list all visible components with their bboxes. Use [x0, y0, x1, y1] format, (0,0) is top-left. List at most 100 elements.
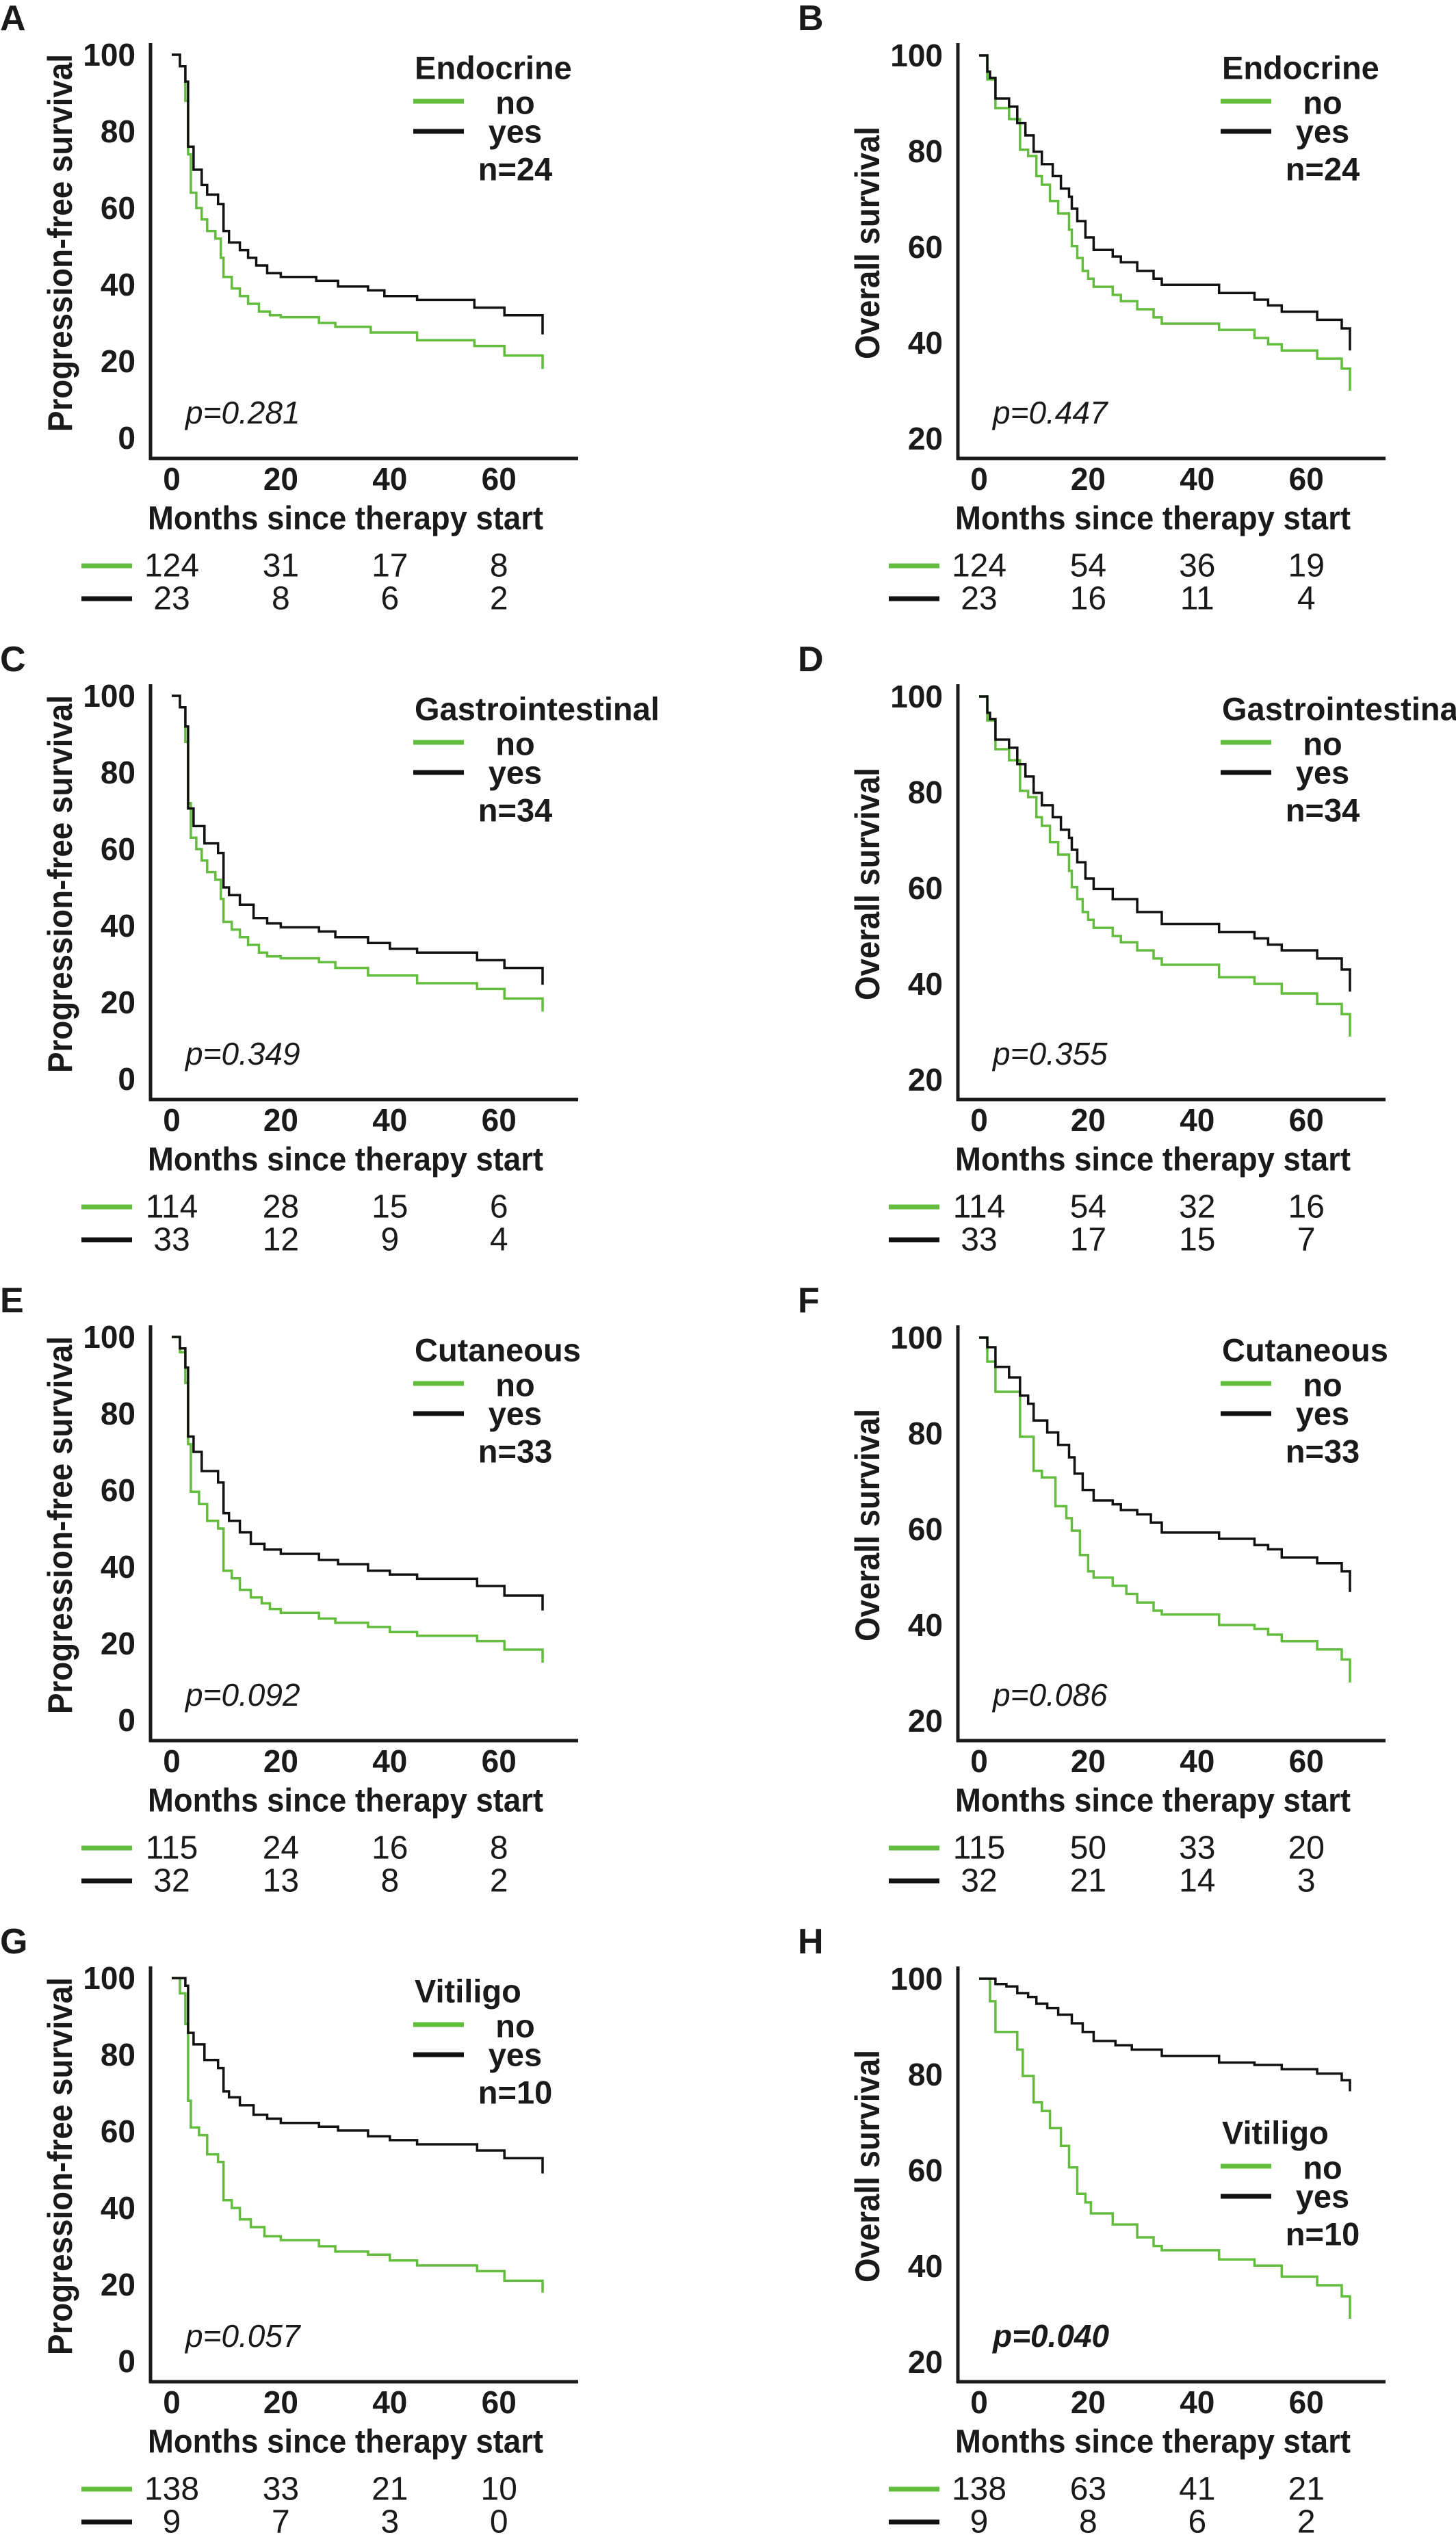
legend-label-yes: yes — [1296, 2179, 1349, 2215]
legend-label-yes: yes — [1296, 1396, 1349, 1432]
p-value: p=0.057 — [184, 2318, 301, 2354]
at-risk-count-yes: 6 — [1188, 2504, 1206, 2535]
legend-title: Gastrointestinal — [415, 691, 660, 727]
legend-label-no: no — [1303, 2150, 1342, 2186]
legend-label-yes: yes — [489, 114, 542, 150]
y-tick-label: 100 — [890, 1961, 943, 1997]
at-risk-count-no: 16 — [372, 1830, 408, 1867]
legend-title: Cutaneous — [1222, 1332, 1388, 1368]
at-risk-count-yes: 3 — [1297, 1863, 1316, 1899]
legend-label-yes: yes — [489, 1396, 542, 1432]
x-axis-label: Months since therapy start — [955, 1783, 1351, 1819]
x-tick-label: 60 — [482, 1743, 517, 1779]
x-tick-label: 20 — [263, 1743, 298, 1779]
at-risk-count-no: 21 — [372, 2471, 408, 2508]
at-risk-count-yes: 3 — [380, 2504, 399, 2535]
x-tick-label: 20 — [1071, 2384, 1106, 2420]
panel-b: B 20 40 60 80 100 0 20 40 60 Months since therapy … — [798, 0, 1386, 617]
y-tick-label: 60 — [101, 2114, 135, 2149]
at-risk-count-yes: 4 — [490, 1222, 508, 1258]
y-tick-label: 60 — [908, 229, 943, 265]
at-risk-count-yes: 9 — [970, 2504, 989, 2535]
at-risk-count-no: 33 — [1179, 1830, 1215, 1867]
at-risk-count-yes: 2 — [490, 1863, 508, 1899]
y-tick-label: 40 — [101, 2190, 135, 2226]
at-risk-count-yes: 9 — [163, 2504, 181, 2535]
panel-label: E — [0, 1281, 24, 1321]
at-risk-count-no: 31 — [263, 548, 299, 584]
y-axis-label: Progression-free survival — [41, 54, 79, 432]
x-tick-label: 60 — [1289, 1102, 1324, 1138]
x-tick-label: 60 — [482, 461, 517, 497]
at-risk-count-no: 54 — [1070, 548, 1106, 584]
at-risk-count-no: 21 — [1288, 2471, 1325, 2508]
legend-title: Endocrine — [1222, 50, 1379, 86]
survival-curve-no — [979, 1977, 1351, 2319]
at-risk-count-yes: 2 — [490, 581, 508, 617]
at-risk-count-yes: 8 — [380, 1863, 399, 1899]
at-risk-count-no: 10 — [481, 2471, 517, 2508]
panel-label: C — [0, 640, 26, 679]
x-axis-label: Months since therapy start — [955, 1142, 1351, 1178]
at-risk-count-yes: 6 — [380, 581, 399, 617]
y-tick-label: 20 — [908, 2344, 943, 2380]
y-tick-label: 80 — [101, 755, 135, 790]
legend-label-yes: yes — [1296, 755, 1349, 791]
y-tick-label: 80 — [101, 2037, 135, 2072]
x-tick-label: 40 — [1180, 1743, 1214, 1779]
at-risk-count-no: 8 — [490, 1830, 508, 1867]
at-risk-count-yes: 2 — [1297, 2504, 1316, 2535]
survival-curve-no — [172, 53, 544, 369]
x-axis-label: Months since therapy start — [955, 501, 1351, 537]
survival-curve-no — [979, 54, 1351, 391]
y-tick-label: 20 — [101, 985, 135, 1020]
survival-curve-yes — [979, 54, 1351, 351]
at-risk-count-no: 63 — [1070, 2471, 1106, 2508]
y-axis-label: Progression-free survival — [41, 695, 79, 1073]
y-tick-label: 80 — [908, 1416, 943, 1451]
y-tick-label: 20 — [908, 421, 943, 456]
panel-c: C 0 20 40 60 80 100 0 20 40 60 Months since therapy… — [0, 640, 660, 1258]
y-tick-label: 60 — [101, 190, 135, 226]
at-risk-count-yes: 33 — [961, 1222, 997, 1258]
p-value: p=0.092 — [184, 1677, 300, 1713]
p-value: p=0.281 — [184, 395, 300, 430]
at-risk-count-no: 54 — [1070, 1189, 1106, 1225]
y-axis-label: Progression-free survival — [41, 1977, 79, 2355]
p-value: p=0.355 — [991, 1036, 1108, 1071]
y-tick-label: 20 — [908, 1703, 943, 1739]
x-tick-label: 40 — [372, 1102, 407, 1138]
legend-label-no: no — [495, 85, 534, 121]
x-tick-label: 40 — [1180, 2384, 1214, 2420]
y-tick-label: 0 — [118, 2343, 135, 2379]
at-risk-count-no: 114 — [146, 1189, 198, 1225]
at-risk-count-no: 6 — [490, 1189, 508, 1225]
legend-title: Vitiligo — [415, 1973, 521, 2010]
x-tick-label: 0 — [970, 1102, 988, 1138]
legend-n-count: n=34 — [1286, 792, 1360, 829]
y-tick-label: 60 — [908, 870, 943, 906]
p-value: p=0.086 — [991, 1677, 1108, 1713]
x-tick-label: 20 — [263, 2384, 298, 2420]
legend-n-count: n=33 — [478, 1433, 552, 1470]
at-risk-count-yes: 0 — [490, 2504, 508, 2535]
legend-n-count: n=10 — [1286, 2216, 1360, 2252]
p-value: p=0.040 — [991, 2318, 1109, 2354]
legend-label-no: no — [495, 726, 534, 762]
at-risk-count-yes: 23 — [961, 581, 997, 617]
at-risk-count-no: 36 — [1179, 548, 1215, 584]
at-risk-count-yes: 32 — [153, 1863, 190, 1899]
at-risk-count-yes: 21 — [1070, 1863, 1106, 1899]
x-tick-label: 20 — [1071, 1102, 1106, 1138]
y-axis-label: Overall survival — [848, 2050, 887, 2283]
at-risk-count-no: 32 — [1179, 1189, 1215, 1225]
legend-title: Gastrointestinal — [1222, 691, 1456, 727]
legend-label-no: no — [495, 2008, 534, 2044]
legend-n-count: n=10 — [478, 2075, 552, 2111]
at-risk-count-yes: 7 — [272, 2504, 290, 2535]
legend-label-yes: yes — [489, 2037, 542, 2073]
at-risk-count-no: 41 — [1179, 2471, 1215, 2508]
x-tick-label: 20 — [1071, 461, 1106, 497]
x-tick-label: 40 — [1180, 461, 1214, 497]
